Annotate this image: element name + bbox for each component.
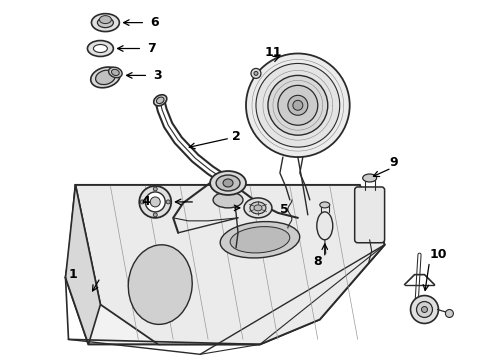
- Circle shape: [153, 187, 157, 191]
- Circle shape: [445, 310, 453, 318]
- Text: 10: 10: [429, 248, 447, 261]
- Text: 7: 7: [147, 42, 156, 55]
- Ellipse shape: [210, 171, 246, 195]
- Circle shape: [150, 197, 160, 207]
- Circle shape: [166, 200, 170, 204]
- Ellipse shape: [91, 67, 120, 88]
- Ellipse shape: [244, 198, 272, 218]
- Ellipse shape: [96, 70, 115, 85]
- Ellipse shape: [109, 67, 122, 78]
- Ellipse shape: [94, 45, 107, 53]
- Circle shape: [268, 75, 328, 135]
- Circle shape: [139, 186, 171, 218]
- Circle shape: [293, 100, 303, 110]
- Polygon shape: [75, 185, 385, 345]
- Circle shape: [140, 200, 144, 204]
- Ellipse shape: [156, 97, 164, 104]
- Circle shape: [421, 306, 427, 312]
- Circle shape: [278, 85, 318, 125]
- Ellipse shape: [320, 202, 330, 208]
- Ellipse shape: [223, 179, 233, 187]
- Ellipse shape: [250, 202, 266, 214]
- Circle shape: [256, 63, 340, 147]
- Circle shape: [153, 213, 157, 217]
- FancyBboxPatch shape: [355, 187, 385, 243]
- Circle shape: [251, 68, 261, 78]
- Circle shape: [145, 192, 165, 212]
- Polygon shape: [66, 185, 385, 345]
- Ellipse shape: [92, 14, 120, 32]
- Text: 3: 3: [153, 69, 162, 82]
- Ellipse shape: [254, 205, 262, 211]
- Text: 11: 11: [265, 46, 282, 59]
- Circle shape: [246, 54, 350, 157]
- Text: 6: 6: [150, 16, 159, 29]
- Circle shape: [411, 296, 439, 323]
- Ellipse shape: [216, 175, 240, 191]
- Ellipse shape: [87, 41, 113, 57]
- Ellipse shape: [220, 221, 300, 258]
- Ellipse shape: [128, 245, 192, 324]
- Ellipse shape: [363, 174, 377, 182]
- Text: 2: 2: [232, 130, 241, 143]
- Text: 4: 4: [142, 195, 150, 208]
- Text: 5: 5: [280, 203, 289, 216]
- Circle shape: [254, 71, 258, 75]
- Ellipse shape: [213, 192, 243, 208]
- Circle shape: [416, 302, 433, 318]
- Text: 1: 1: [69, 268, 77, 281]
- Ellipse shape: [230, 226, 290, 253]
- Ellipse shape: [317, 212, 333, 240]
- Ellipse shape: [98, 18, 113, 28]
- Circle shape: [288, 95, 308, 115]
- Ellipse shape: [112, 69, 119, 76]
- Text: 9: 9: [390, 156, 398, 168]
- Ellipse shape: [154, 95, 167, 106]
- Ellipse shape: [99, 15, 111, 24]
- Text: 8: 8: [313, 255, 322, 268]
- Polygon shape: [66, 185, 100, 345]
